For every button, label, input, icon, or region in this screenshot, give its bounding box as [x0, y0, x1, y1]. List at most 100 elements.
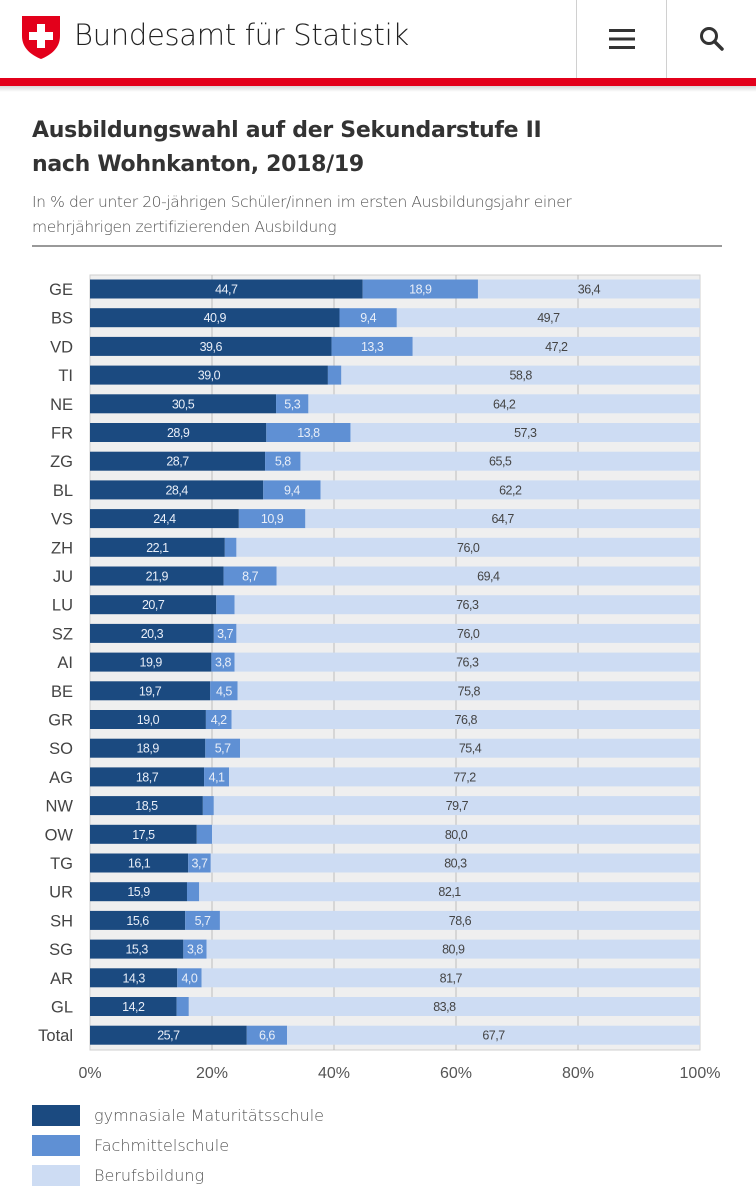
bar-segment-berufsbildung [477, 279, 700, 299]
data-label: 15,3 [125, 943, 148, 957]
category-label: GE [49, 281, 73, 299]
bar-segment-berufsbildung [240, 738, 700, 758]
data-label: 40,9 [204, 311, 227, 325]
category-label: JU [53, 568, 73, 586]
bar-segment-fachmittelschule [204, 767, 230, 787]
bar-segment-fachmittelschule [211, 652, 235, 672]
legend-label: Fachmittelschule [94, 1135, 230, 1155]
bar-segment-fachmittelschule [205, 710, 232, 729]
data-label: 25,7 [157, 1029, 180, 1043]
bar-segment-berufsbildung [206, 939, 700, 959]
category-label: SG [49, 941, 73, 959]
bar-segment-fachmittelschule [185, 910, 220, 930]
swiss-logo-icon[interactable] [20, 14, 62, 60]
bar-segment-gymnasiale-maturitätsschule [90, 710, 206, 729]
data-label: 5,3 [284, 397, 300, 411]
bar-segment-fachmittelschule [339, 308, 397, 328]
data-label: 9,4 [360, 311, 376, 325]
data-label: 4,5 [216, 684, 232, 698]
chart-subtitle-line: In % der unter 20-jährigen Schüler/innen… [32, 193, 572, 211]
data-label: 79,7 [446, 799, 469, 813]
data-label: 76,0 [457, 627, 480, 641]
bar-segment-gymnasiale-maturitätsschule [90, 997, 177, 1016]
data-label: 47,2 [545, 340, 568, 354]
site-header: Bundesamt für Statistik [0, 0, 756, 78]
header-shadow [0, 86, 756, 92]
bar-segment-gymnasiale-maturitätsschule [90, 279, 363, 299]
data-label: 67,7 [482, 1029, 505, 1043]
divider [666, 0, 667, 78]
bar-segment-gymnasiale-maturitätsschule [90, 796, 203, 816]
title-rule [32, 245, 722, 247]
bar-segment-gymnasiale-maturitätsschule [90, 681, 211, 701]
category-label: ZH [51, 539, 73, 557]
bar-segment-berufsbildung [412, 336, 700, 356]
data-label: 17,5 [132, 828, 155, 842]
bar-segment-gymnasiale-maturitätsschule [90, 336, 332, 356]
bar-segment-fachmittelschule [216, 595, 235, 615]
bar-segment-berufsbildung [305, 509, 700, 529]
bar-segment-fachmittelschule [183, 939, 207, 959]
search-button[interactable] [668, 0, 756, 78]
bar-segment-gymnasiale-maturitätsschule [90, 365, 328, 385]
data-label: 22,1 [146, 541, 169, 555]
data-label: 19,0 [137, 713, 160, 727]
bar-segment-berufsbildung [308, 394, 700, 414]
legend-item-gymnasium: gymnasiale Maturitätsschule [32, 1100, 324, 1130]
data-label: 28,4 [165, 483, 188, 497]
data-label: 36,4 [578, 283, 601, 297]
bar-segment-gymnasiale-maturitätsschule [90, 509, 239, 529]
bar-segment-gymnasiale-maturitätsschule [90, 308, 340, 328]
bar-segment-gymnasiale-maturitätsschule [90, 968, 178, 988]
chart-title: Ausbildungswahl auf der Sekundarstufe II… [32, 114, 542, 182]
data-label: 44,7 [215, 283, 238, 297]
bar-segment-berufsbildung [396, 308, 700, 328]
data-label: 77,2 [453, 770, 476, 784]
bar-segment-berufsbildung [287, 1025, 700, 1045]
category-label: LU [52, 597, 73, 615]
bar-segment-gymnasiale-maturitätsschule [90, 623, 214, 643]
category-label: BS [51, 310, 73, 328]
bar-segment-berufsbildung [212, 824, 700, 844]
bar-segment-gymnasiale-maturitätsschule [90, 566, 224, 586]
category-label: AI [57, 654, 73, 672]
bar-segment-berufsbildung [188, 997, 700, 1016]
data-label: 76,8 [455, 713, 478, 727]
bar-segment-berufsbildung [236, 623, 700, 643]
category-label: GR [48, 712, 73, 730]
bar-segment-berufsbildung [213, 796, 700, 816]
data-label: 3,7 [217, 627, 233, 641]
data-label: 6,6 [259, 1029, 275, 1043]
data-label: 13,3 [361, 340, 384, 354]
legend-item-fachmittelschule: Fachmittelschule [32, 1130, 324, 1160]
legend-swatch [32, 1164, 80, 1186]
category-label: SO [49, 740, 73, 758]
bar-segment-fachmittelschule [213, 623, 237, 643]
data-label: 28,7 [166, 455, 189, 469]
data-label: 4,0 [181, 971, 197, 985]
category-label: SH [50, 912, 73, 930]
bar-segment-fachmittelschule [246, 1025, 288, 1045]
legend-label: gymnasiale Maturitätsschule [94, 1105, 324, 1125]
data-label: 3,8 [215, 656, 231, 670]
bar-segment-gymnasiale-maturitätsschule [90, 824, 197, 844]
bar-segment-berufsbildung [300, 451, 700, 471]
category-label: SZ [52, 625, 73, 643]
site-title[interactable]: Bundesamt für Statistik [74, 18, 409, 52]
data-label: 4,2 [211, 713, 227, 727]
x-tick-label: 80% [562, 1065, 594, 1082]
bar-segment-fachmittelschule [276, 394, 309, 414]
data-label: 16,1 [128, 857, 151, 871]
bar-segment-gymnasiale-maturitätsschule [90, 652, 212, 672]
data-label: 28,9 [167, 426, 190, 440]
data-label: 3,7 [192, 857, 208, 871]
chart-subtitle-line: mehrjährigen zertifizierenden Ausbildung [32, 218, 337, 236]
bar-segment-berufsbildung [219, 910, 700, 930]
x-tick-label: 60% [440, 1065, 472, 1082]
category-label: AR [50, 970, 73, 988]
data-label: 39,6 [200, 340, 223, 354]
menu-button[interactable] [578, 0, 666, 78]
category-label: GL [51, 999, 73, 1017]
data-label: 20,3 [141, 627, 164, 641]
data-label: 30,5 [172, 397, 195, 411]
